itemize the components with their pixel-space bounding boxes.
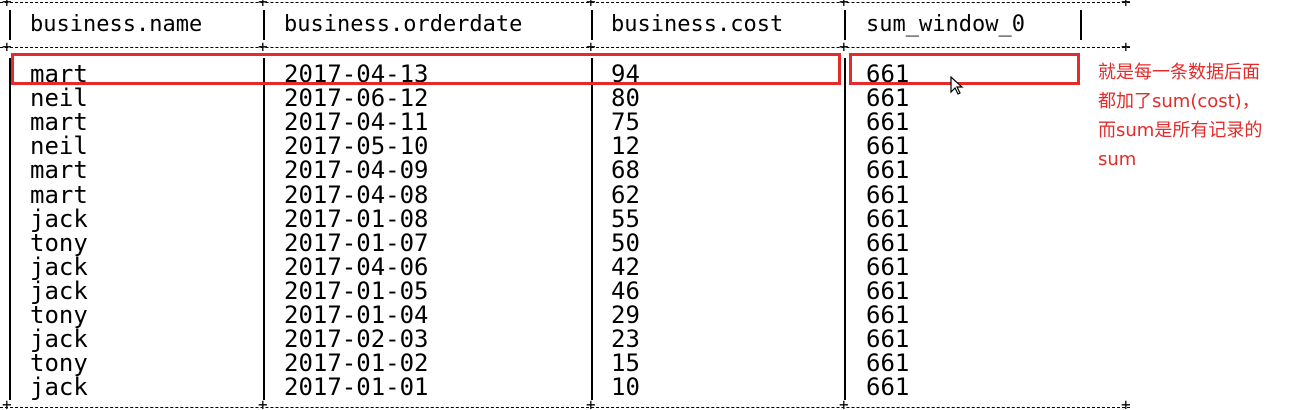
cell-orderdate: 2017-01-01: [284, 373, 429, 402]
cell-orderdate: 2017-05-10: [284, 132, 429, 161]
column-separator: [9, 58, 11, 400]
border-corner: +: [586, 37, 596, 56]
cell-cost: 62: [611, 180, 640, 209]
table-border-header: [0, 47, 1130, 48]
column-separator: [9, 10, 11, 40]
cell-cost: 12: [611, 132, 640, 161]
cell-sum: 661: [866, 132, 910, 161]
highlight-row-box: [11, 53, 841, 85]
annotation-note: 就是每一条数据后面 都加了sum(cost)， 而sum是所有记录的 sum: [1098, 58, 1303, 174]
cell-name: jack: [30, 373, 88, 402]
border-corner: +: [2, 37, 12, 56]
cell-name: jack: [30, 252, 88, 281]
cell-orderdate: 2017-01-02: [284, 349, 429, 378]
cell-orderdate: 2017-04-06: [284, 252, 429, 281]
mouse-pointer-icon: [950, 75, 964, 100]
cell-orderdate: 2017-04-09: [284, 156, 429, 185]
column-header-orderdate: business.orderdate: [284, 12, 523, 37]
border-corner: +: [258, 395, 268, 410]
column-separator: [844, 10, 846, 40]
cell-sum: 661: [866, 325, 910, 354]
cell-cost: 23: [611, 325, 640, 354]
border-corner: +: [839, 395, 849, 410]
cell-sum: 661: [866, 373, 910, 402]
cell-orderdate: 2017-01-05: [284, 276, 429, 305]
cell-sum: 661: [866, 204, 910, 233]
cell-name: jack: [30, 325, 88, 354]
cell-cost: 50: [611, 228, 640, 257]
annotation-line: 都加了sum(cost)，: [1098, 91, 1260, 112]
border-corner: +: [2, 0, 12, 11]
cell-name: tony: [30, 301, 88, 329]
annotation-line: sum: [1098, 149, 1137, 170]
column-separator: [1080, 10, 1082, 40]
border-corner: +: [586, 395, 596, 410]
border-corner: +: [1121, 395, 1131, 410]
cell-name: mart: [30, 156, 88, 185]
border-corner: +: [1121, 0, 1131, 11]
annotation-line: 而sum是所有记录的: [1098, 120, 1263, 141]
cell-cost: 10: [611, 373, 640, 402]
border-corner: +: [586, 0, 596, 11]
annotation-line: 就是每一条数据后面: [1098, 62, 1260, 83]
cell-orderdate: 2017-04-08: [284, 180, 429, 209]
cell-name: mart: [30, 180, 88, 209]
cell-sum: 661: [866, 228, 910, 257]
table-border-bottom: [0, 407, 1130, 408]
column-header-name: business.name: [30, 12, 203, 37]
column-separator: [844, 58, 846, 400]
cell-orderdate: 2017-04-11: [284, 108, 429, 137]
cell-cost: 46: [611, 276, 640, 305]
border-corner: +: [1121, 37, 1131, 56]
cell-name: jack: [30, 204, 88, 233]
cell-orderdate: 2017-01-04: [284, 301, 429, 329]
border-corner: +: [2, 395, 12, 410]
cell-sum: 661: [866, 156, 910, 185]
cell-sum: 661: [866, 301, 910, 329]
column-header-cost: business.cost: [611, 12, 784, 37]
column-separator: [591, 58, 593, 400]
cell-name: tony: [30, 349, 88, 378]
cell-name: jack: [30, 276, 88, 305]
column-separator: [591, 10, 593, 40]
cell-cost: 15: [611, 349, 640, 378]
cell-sum: 661: [866, 180, 910, 209]
highlight-sum-box: [849, 53, 1080, 85]
column-separator: [263, 10, 265, 40]
cell-orderdate: 2017-02-03: [284, 325, 429, 354]
table-border-top: [0, 2, 1130, 3]
cell-sum: 661: [866, 84, 910, 113]
cell-sum: 661: [866, 252, 910, 281]
border-corner: +: [839, 37, 849, 56]
column-separator: [263, 58, 265, 400]
cell-name: neil: [30, 84, 88, 113]
cell-orderdate: 2017-01-08: [284, 204, 429, 233]
cell-orderdate: 2017-01-07: [284, 228, 429, 257]
cell-sum: 661: [866, 276, 910, 305]
border-corner: +: [258, 37, 268, 56]
cell-cost: 80: [611, 84, 640, 113]
cell-cost: 75: [611, 108, 640, 137]
cell-cost: 29: [611, 301, 640, 329]
border-corner: +: [839, 0, 849, 11]
cell-sum: 661: [866, 108, 910, 137]
cell-name: neil: [30, 132, 88, 161]
cell-name: tony: [30, 228, 88, 257]
cell-cost: 42: [611, 252, 640, 281]
column-header-sum-window: sum_window_0: [866, 12, 1025, 37]
cell-cost: 55: [611, 204, 640, 233]
border-corner: +: [258, 0, 268, 11]
cell-cost: 68: [611, 156, 640, 185]
cell-sum: 661: [866, 349, 910, 378]
cell-orderdate: 2017-06-12: [284, 84, 429, 113]
cell-name: mart: [30, 108, 88, 137]
